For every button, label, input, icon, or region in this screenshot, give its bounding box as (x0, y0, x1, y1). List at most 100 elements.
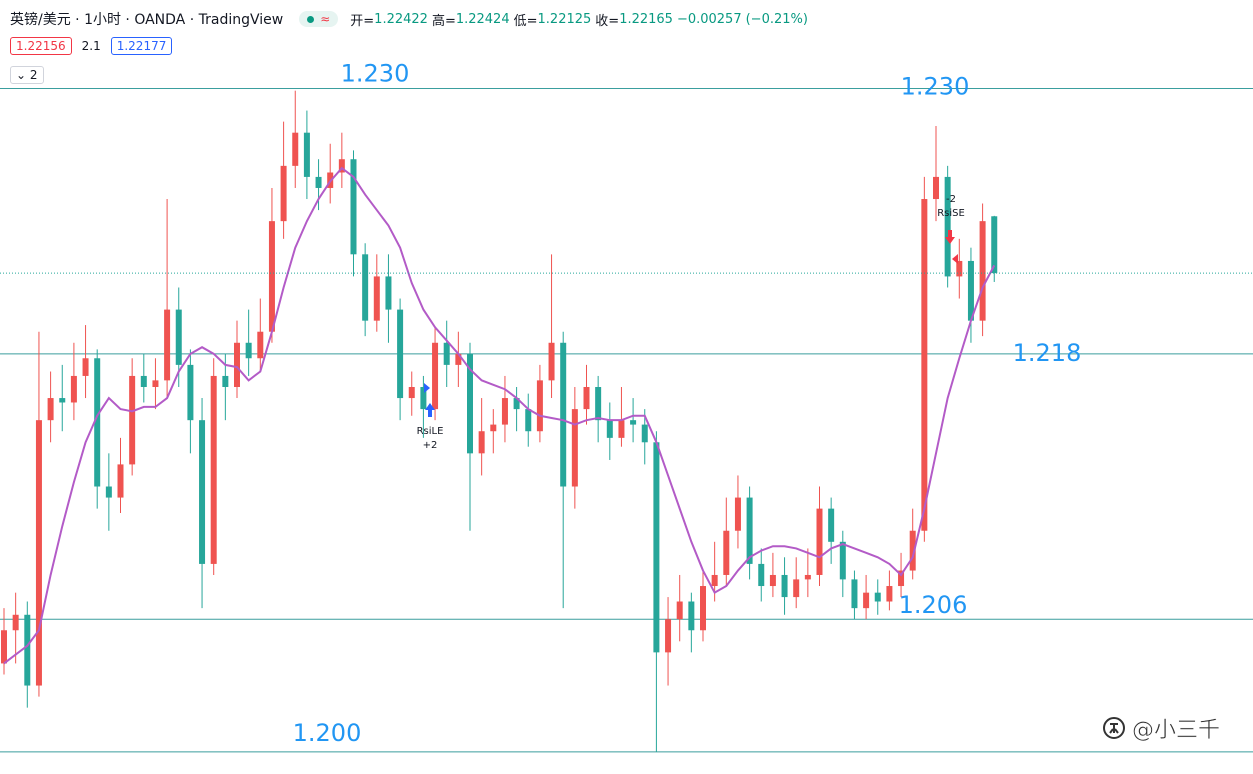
candle-body (769, 574, 776, 587)
candle-body (164, 309, 171, 381)
candle-body (967, 260, 974, 321)
ohlc-label: 高= (431, 13, 456, 29)
candle-body (746, 497, 753, 564)
indicator-toggle[interactable]: ⌄ 2 (10, 66, 44, 84)
candle-body (653, 442, 660, 653)
badge-text: ≈ (320, 12, 331, 26)
candles (1, 90, 998, 752)
level-label: 1.206 (899, 591, 968, 619)
ohlc-value: 1.22424 (455, 11, 510, 27)
candle-body (851, 579, 858, 609)
candle-body (175, 309, 182, 365)
candle-body (525, 409, 532, 432)
signal-triangle (952, 254, 958, 264)
watermark: @小三千 (1102, 712, 1220, 744)
candle-body (571, 409, 578, 487)
candle-body (257, 331, 264, 359)
ohlc-value: 1.22422 (374, 11, 428, 27)
watermark-text: @小三千 (1132, 718, 1221, 744)
candle-body (12, 614, 19, 631)
candle-body (152, 380, 159, 387)
signal-arrow (425, 403, 435, 417)
candle-body (688, 601, 695, 631)
candle-body (187, 364, 194, 421)
candle-body (560, 342, 567, 487)
level-label: 1.230 (341, 59, 410, 87)
spread: 2.1 (81, 39, 101, 53)
quote-row: 1.22156 2.1 1.22177 (10, 37, 173, 55)
candle-body (234, 342, 240, 387)
candle-body (618, 420, 625, 438)
candle-body (874, 592, 881, 602)
level-label: 1.218 (1013, 339, 1082, 367)
ohlc-label: 开= (350, 13, 375, 29)
candle-body (222, 375, 229, 387)
candle-body (140, 375, 147, 387)
candle-body (82, 358, 89, 376)
moving-average (3, 166, 996, 665)
candle-body (303, 132, 310, 177)
candle-body (933, 176, 939, 200)
candle-body (292, 132, 299, 166)
candle-body (24, 614, 31, 686)
ohlc-value: 1.22125 (537, 11, 592, 27)
candle-body (828, 508, 835, 542)
change: −0.00257 (676, 11, 742, 27)
candle-body (700, 586, 706, 631)
candle-body (793, 579, 800, 598)
candle-body (513, 398, 520, 410)
candle-body (711, 574, 718, 587)
signal-arrow (945, 230, 955, 244)
candle-body (117, 464, 124, 498)
candle-body (420, 387, 427, 410)
candle-body (455, 353, 462, 365)
candle-body (921, 199, 928, 531)
candle-body (1, 630, 7, 664)
status-badge[interactable]: ≈ (299, 11, 339, 27)
bid-button[interactable]: 1.22156 (10, 37, 72, 55)
level-label: 1.230 (901, 72, 970, 100)
candle-body (665, 619, 672, 653)
candle-body (432, 342, 439, 410)
candle-body (816, 508, 823, 575)
ohlc-value: 1.22165 (619, 11, 673, 27)
candle-body (210, 375, 217, 564)
candle-body (70, 375, 77, 403)
candle-body (583, 387, 590, 410)
candle-body (467, 353, 473, 454)
signal-name: RsiLE (417, 426, 444, 437)
candle-body (956, 260, 963, 277)
candle-body (536, 380, 543, 432)
candle-body (280, 165, 287, 222)
candle-body (245, 342, 252, 359)
candle-body (863, 592, 870, 609)
candle-body (35, 420, 42, 686)
candle-body (991, 216, 998, 274)
candle-body (199, 420, 206, 564)
ask-button[interactable]: 1.22177 (110, 37, 173, 55)
candle-body (350, 159, 357, 255)
candle-body (595, 387, 602, 421)
candle-body (501, 398, 508, 425)
indicator-count: 2 (29, 68, 38, 82)
candle-body (641, 424, 648, 443)
candle-body (734, 497, 741, 531)
candle-body (898, 570, 905, 587)
candle-body (397, 309, 404, 399)
candle-body (268, 221, 275, 332)
ohlc-label: 低= (513, 13, 538, 29)
candle-body (606, 420, 613, 438)
candle-body (385, 276, 392, 310)
candle-body (886, 586, 893, 602)
candle-body (59, 398, 66, 403)
candle-body (443, 342, 450, 365)
candle-body (548, 342, 555, 381)
candle-body (758, 563, 765, 587)
signal-triangle (424, 383, 430, 393)
candle-body (490, 424, 497, 432)
candle-body (129, 375, 136, 465)
candle-body (478, 431, 485, 454)
status-dot (307, 15, 315, 23)
candle-body (979, 221, 986, 321)
